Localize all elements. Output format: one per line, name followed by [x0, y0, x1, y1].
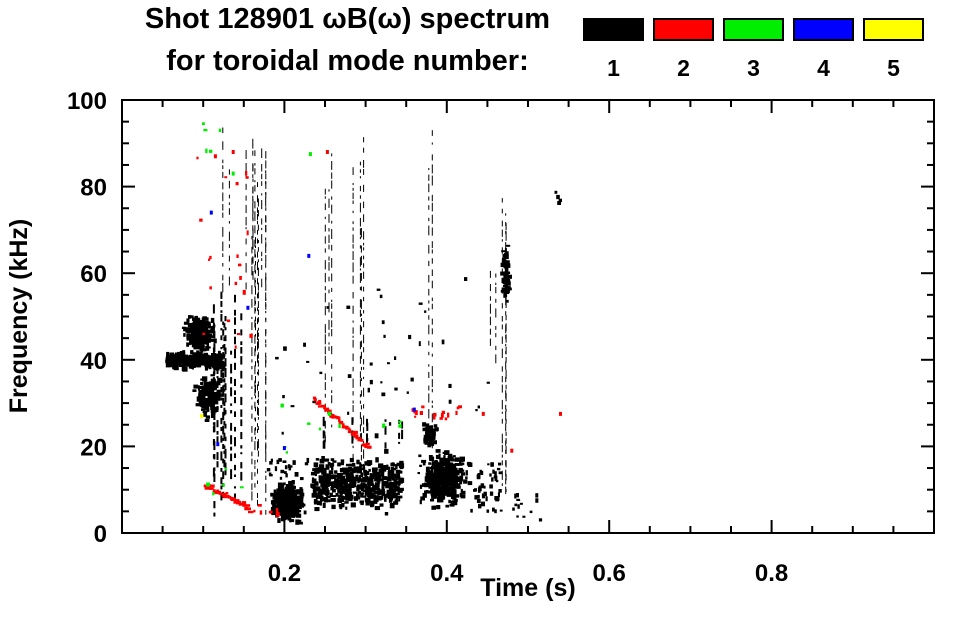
- x-tick-label: 0.2: [268, 560, 301, 587]
- y-tick-label: 80: [80, 175, 107, 202]
- legend-swatch-1: [583, 18, 644, 41]
- axis-ticks: [121, 99, 935, 534]
- y-tick-label: 100: [67, 88, 107, 115]
- legend-swatch-2: [653, 18, 714, 41]
- x-tick-label: 0.6: [593, 560, 626, 587]
- legend-label-4: 4: [817, 55, 830, 81]
- legend-swatch-4: [793, 18, 854, 41]
- legend-label-1: 1: [607, 55, 620, 81]
- legend-label-3: 3: [747, 55, 760, 81]
- y-tick-label: 20: [80, 434, 107, 461]
- y-tick-label: 40: [80, 348, 107, 375]
- plot-title-line1: Shot 128901 ωB(ω) spectrum: [144, 3, 551, 35]
- x-tick-labels: 0.2 0.4 0.6 0.8: [268, 560, 789, 587]
- y-tick-labels: 0 20 40 60 80 100: [67, 88, 107, 548]
- y-tick-label: 0: [94, 521, 107, 548]
- mode-legend: 1 2 3 4 5: [0, 0, 963, 95]
- plot-frame: [121, 99, 935, 534]
- x-axis-title: Time (s): [480, 574, 575, 602]
- plot-title-line2: for toroidal mode number:: [166, 45, 529, 77]
- data-points: [165, 122, 562, 525]
- legend-swatch-3: [723, 18, 784, 41]
- x-tick-label: 0.8: [755, 560, 788, 587]
- legend-label-5: 5: [887, 55, 900, 81]
- x-tick-label: 0.4: [430, 560, 464, 587]
- y-axis-title: Frequency (kHz): [5, 219, 33, 413]
- legend-swatch-5: [863, 18, 924, 41]
- y-tick-label: 60: [80, 261, 107, 288]
- legend-label-2: 2: [677, 55, 690, 81]
